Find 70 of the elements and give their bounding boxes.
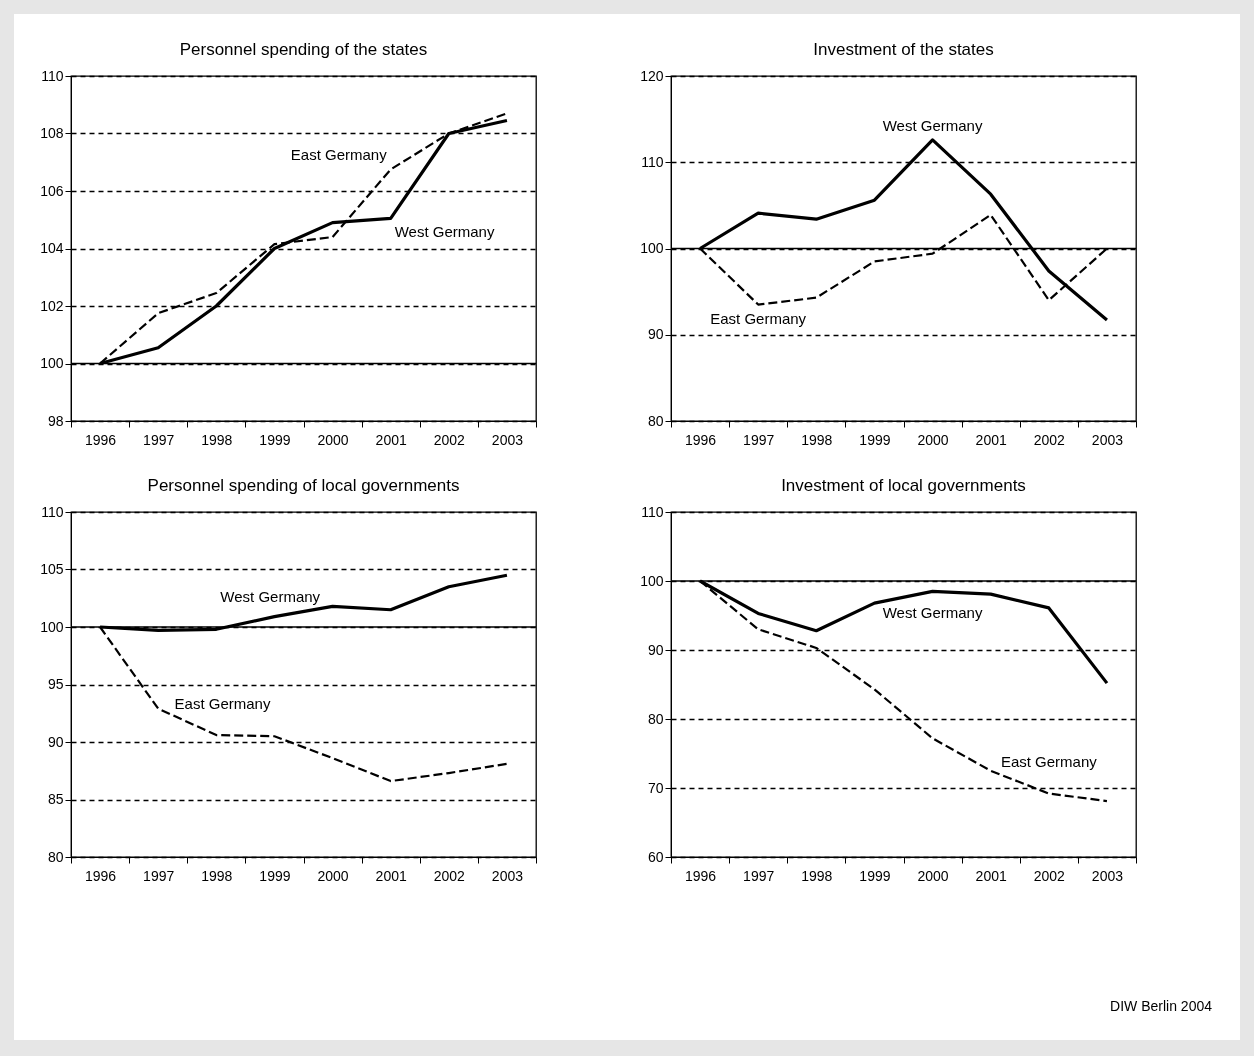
series-label: East Germany: [1000, 752, 1098, 770]
x-tick-label: 2003: [1091, 431, 1124, 448]
y-tick-label: 90: [647, 641, 664, 658]
x-tick-label: 1998: [801, 431, 833, 448]
y-tick-label: 110: [641, 153, 664, 170]
y-tick-label: 80: [47, 848, 64, 865]
x-tick-label: 1999: [859, 867, 891, 884]
x-tick-label: 2000: [317, 867, 349, 884]
y-tick-label: 100: [40, 355, 64, 371]
y-tick-label: 105: [40, 561, 64, 577]
x-tick-label: 2003: [491, 867, 524, 884]
y-tick-label: 102: [40, 297, 64, 314]
chart-title: Investment of local governments: [781, 476, 1026, 495]
y-tick-label: 90: [647, 326, 664, 343]
x-tick-label: 1997: [143, 867, 175, 884]
series-label: West Germany: [882, 116, 983, 134]
y-tick-label: 106: [40, 182, 64, 199]
y-tick-label: 110: [41, 67, 64, 84]
x-tick-label: 1998: [201, 431, 233, 448]
y-tick-label: 85: [47, 791, 64, 807]
y-tick-label: 120: [640, 67, 664, 84]
x-tick-label: 2002: [433, 867, 466, 884]
x-tick-label: 2000: [917, 431, 949, 448]
x-tick-label: 1997: [143, 431, 175, 448]
x-tick-label: 2001: [975, 431, 1007, 448]
x-tick-label: 1999: [859, 431, 891, 448]
x-tick-label: 1999: [259, 431, 291, 448]
y-tick-label: 100: [640, 240, 664, 256]
y-tick-label: 80: [647, 412, 664, 429]
y-tick-label: 104: [40, 240, 64, 256]
x-tick-label: 1997: [743, 431, 775, 448]
x-tick-label: 2000: [317, 431, 349, 448]
x-tick-label: 1999: [259, 867, 291, 884]
x-tick-label: 2003: [491, 431, 524, 448]
x-tick-label: 1996: [84, 431, 117, 448]
y-tick-label: 100: [640, 572, 664, 589]
x-tick-label: 2001: [375, 431, 407, 448]
y-tick-label: 110: [641, 503, 664, 520]
chart-title: Personnel spending of the states: [179, 40, 428, 59]
text: DIW Berlin 2004: [1110, 998, 1212, 1014]
series-label: West Germany: [220, 588, 321, 606]
y-tick-label: 80: [647, 710, 664, 727]
y-tick-label: 98: [47, 412, 64, 429]
series-label: West Germany: [394, 223, 495, 241]
x-tick-label: 2002: [433, 431, 466, 448]
series-label: East Germany: [290, 146, 388, 164]
y-tick-label: 90: [47, 733, 64, 750]
x-tick-label: 2001: [375, 867, 407, 884]
x-tick-label: 1996: [684, 431, 717, 448]
x-tick-label: 2003: [1091, 867, 1124, 884]
x-tick-label: 1996: [84, 867, 117, 884]
y-tick-label: 108: [40, 125, 64, 141]
y-tick-label: 60: [647, 848, 664, 865]
x-tick-label: 2001: [975, 867, 1007, 884]
y-tick-label: 110: [41, 503, 64, 520]
y-tick-label: 70: [647, 779, 664, 796]
x-tick-label: 1996: [684, 867, 717, 884]
x-tick-label: 2002: [1033, 867, 1066, 884]
y-tick-label: 100: [40, 618, 64, 635]
chart-title: Investment of the states: [813, 40, 994, 59]
series-label: East Germany: [710, 309, 807, 327]
series-label: East Germany: [174, 695, 271, 713]
x-tick-label: 1997: [743, 867, 775, 884]
chart-title: Personnel spending of local governments: [147, 476, 460, 495]
y-tick-label: 95: [47, 676, 64, 692]
x-tick-label: 2002: [1033, 431, 1066, 448]
x-tick-label: 1998: [801, 867, 833, 884]
x-tick-label: 2000: [917, 867, 949, 884]
x-tick-label: 1998: [201, 867, 233, 884]
series-label: West Germany: [882, 604, 983, 622]
